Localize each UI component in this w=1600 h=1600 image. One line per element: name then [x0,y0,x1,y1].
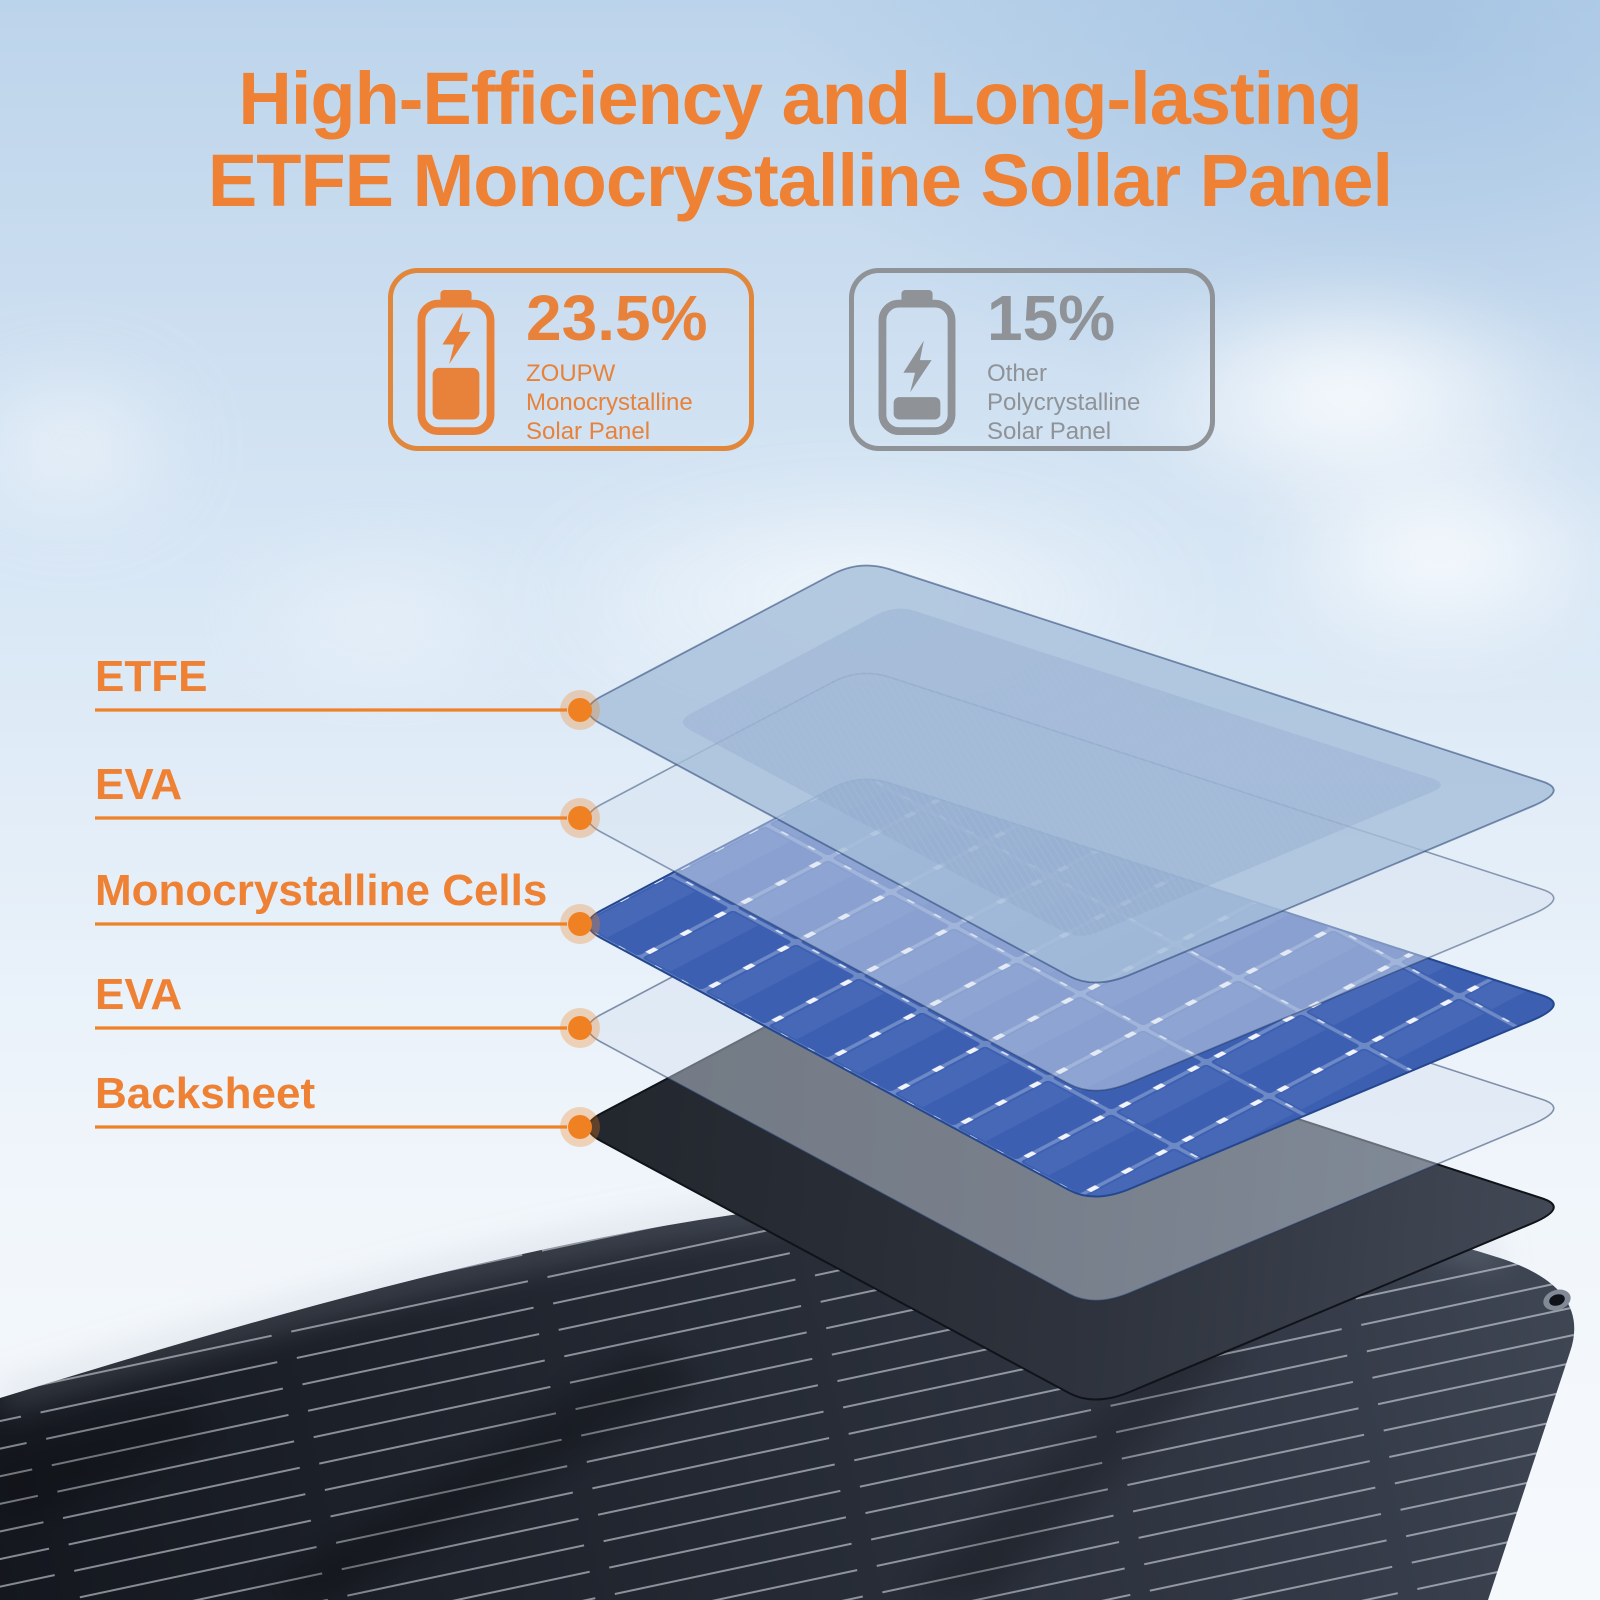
efficiency-badge-zoupw: 23.5% ZOUPW Monocrystalline Solar Panel [388,268,754,451]
page-title: High-Efficiency and Long-lasting ETFE Mo… [0,58,1600,222]
layer-dot [560,1107,600,1147]
grommet-icon [1543,1289,1571,1311]
layer-label-eva-bottom: EVA [95,970,183,1019]
leader-lines [95,708,567,1129]
etfe-layer [587,564,1555,984]
efficiency-badge-other: 15% Other Polycrystalline Solar Panel [849,268,1215,451]
layer-dot [560,798,600,838]
battery-low-charge-icon [878,290,956,436]
efficiency-value: 15% [987,282,1116,354]
layer-dot [560,1008,600,1048]
lightning-bolt-icon [903,340,932,393]
cloud [150,520,610,710]
battery-high-charge-icon [417,290,495,436]
layer-dot [560,690,600,730]
layer-label-backsheet: Backsheet [95,1069,316,1118]
layer-label-etfe: ETFE [95,652,208,701]
lightning-bolt-icon [442,312,471,364]
panel-fold-shadows [0,1320,1244,1600]
layer-label-cells: Monocrystalline Cells [95,866,548,915]
title-line-2: ETFE Monocrystalline Sollar Panel [207,139,1393,222]
efficiency-value: 23.5% [526,282,708,354]
efficiency-caption: Other Polycrystalline Solar Panel [987,360,1141,445]
layer-dots [560,690,600,1147]
layer-dot [560,904,600,944]
efficiency-caption: ZOUPW Monocrystalline Solar Panel [526,360,693,445]
title-line-1: High-Efficiency and Long-lasting [238,57,1362,140]
layer-label-eva-top: EVA [95,760,183,809]
